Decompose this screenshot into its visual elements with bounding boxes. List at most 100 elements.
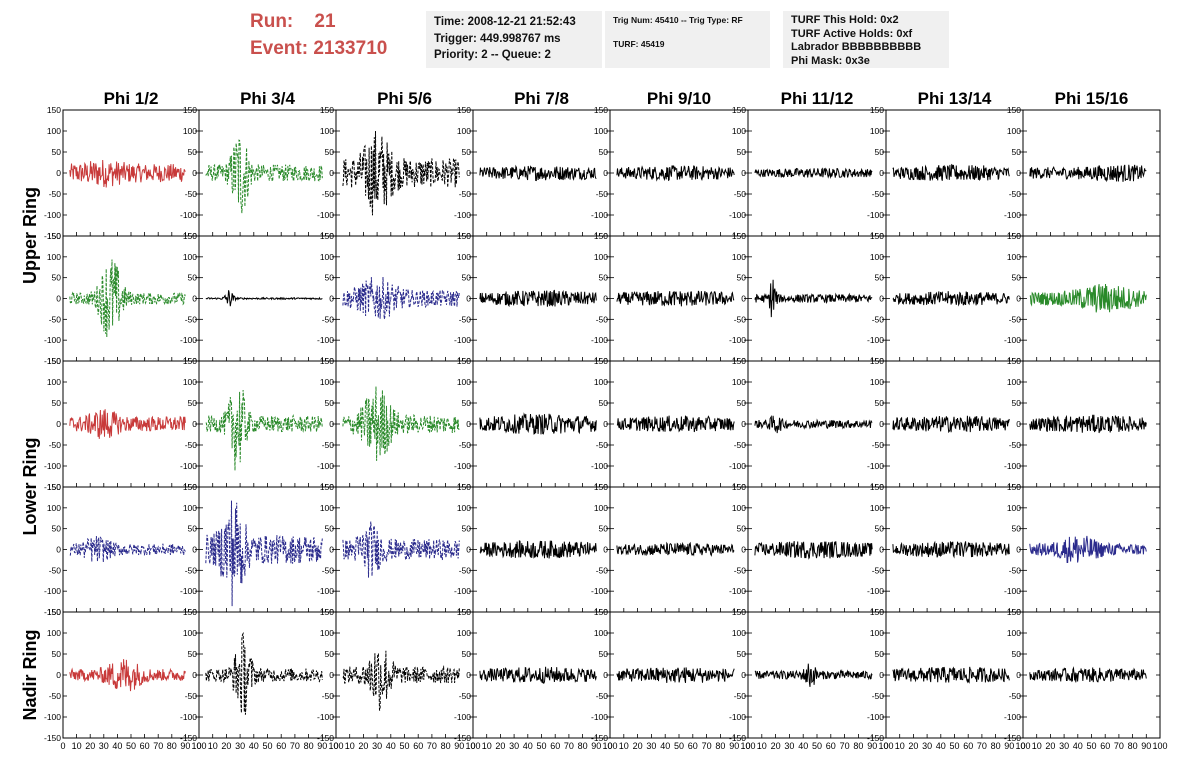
y-tick-label: -100 — [454, 210, 471, 220]
y-tick-label: -100 — [317, 712, 334, 722]
waveform-series — [616, 290, 735, 307]
y-tick-label: -50 — [872, 691, 885, 701]
x-tick-label: 40 — [1073, 741, 1083, 751]
column-title: Phi 5/6 — [377, 89, 432, 108]
x-tick-label: 90 — [729, 741, 739, 751]
y-tick-label: 50 — [599, 524, 609, 534]
x-tick-label: 80 — [441, 741, 451, 751]
x-tick-label: 0 — [196, 741, 201, 751]
x-tick-label: 70 — [290, 741, 300, 751]
y-tick-label: -100 — [44, 335, 61, 345]
x-tick-label: 60 — [140, 741, 150, 751]
event-label: Event: — [250, 38, 309, 59]
y-tick-label: -100 — [729, 335, 746, 345]
y-tick-label: 150 — [870, 482, 884, 492]
y-tick-label: 100 — [1007, 628, 1021, 638]
y-tick-label: 50 — [737, 273, 747, 283]
x-tick-label: 20 — [908, 741, 918, 751]
waveform-series — [754, 279, 873, 318]
y-tick-label: -50 — [322, 314, 335, 324]
y-tick-label: 150 — [870, 356, 884, 366]
y-tick-label: 50 — [875, 147, 885, 157]
y-tick-label: 150 — [320, 607, 334, 617]
y-tick-label: 50 — [52, 398, 62, 408]
x-tick-label: 50 — [812, 741, 822, 751]
y-tick-label: -100 — [1004, 335, 1021, 345]
y-tick-label: 150 — [594, 607, 608, 617]
y-tick-label: 100 — [870, 628, 884, 638]
x-tick-label: 0 — [60, 741, 65, 751]
waveform-series — [205, 631, 323, 715]
x-tick-label: 80 — [1128, 741, 1138, 751]
x-tick-label: 40 — [523, 741, 533, 751]
waveform-series — [616, 415, 735, 433]
x-tick-label: 100 — [1152, 741, 1167, 751]
y-tick-label: -150 — [44, 733, 61, 743]
y-tick-label: -50 — [322, 565, 335, 575]
y-tick-label: 150 — [47, 231, 61, 241]
y-tick-label: -50 — [1009, 189, 1022, 199]
y-tick-label: 150 — [1007, 607, 1021, 617]
waveform-series — [1029, 535, 1147, 563]
x-tick-label: 0 — [1020, 741, 1025, 751]
y-tick-label: -50 — [185, 691, 198, 701]
y-tick-label: 150 — [594, 231, 608, 241]
x-tick-label: 50 — [399, 741, 409, 751]
x-tick-label: 50 — [674, 741, 684, 751]
y-tick-label: 50 — [325, 524, 335, 534]
y-tick-label: 150 — [457, 356, 471, 366]
waveform-series — [754, 167, 873, 180]
phi-mask-text: Phi Mask: 0x3e — [791, 54, 870, 67]
x-tick-label: 100 — [602, 741, 617, 751]
y-tick-label: 150 — [320, 231, 334, 241]
y-tick-label: 50 — [875, 398, 885, 408]
y-tick-label: -50 — [322, 440, 335, 450]
waveform-series — [479, 412, 597, 435]
y-tick-label: 150 — [183, 105, 197, 115]
y-tick-label: -150 — [1004, 733, 1021, 743]
y-tick-label: 0 — [879, 545, 884, 555]
y-tick-label: -50 — [185, 565, 198, 575]
waveform-series — [69, 259, 186, 338]
waveform-series — [892, 163, 1010, 181]
y-tick-label: 100 — [320, 377, 334, 387]
x-tick-label: 70 — [977, 741, 987, 751]
waveform-series — [892, 540, 1010, 559]
waveform-series — [205, 500, 323, 607]
y-tick-label: 150 — [1007, 105, 1021, 115]
y-tick-label: 50 — [1012, 649, 1022, 659]
x-tick-label: 60 — [688, 741, 698, 751]
y-tick-label: -100 — [317, 210, 334, 220]
y-tick-label: 0 — [329, 545, 334, 555]
y-tick-label: 150 — [732, 607, 746, 617]
x-tick-label: 30 — [99, 741, 109, 751]
trig-num-text: Trig Num: 45410 -- Trig Type: RF — [613, 15, 743, 25]
y-tick-label: -100 — [180, 586, 197, 596]
y-tick-label: 150 — [870, 607, 884, 617]
y-tick-label: 100 — [732, 503, 746, 513]
y-tick-label: 150 — [1007, 356, 1021, 366]
y-tick-label: -50 — [459, 565, 472, 575]
y-tick-label: -100 — [867, 210, 884, 220]
y-tick-label: 100 — [183, 126, 197, 136]
y-tick-label: 100 — [732, 628, 746, 638]
x-tick-label: 20 — [771, 741, 781, 751]
y-tick-label: 50 — [325, 273, 335, 283]
x-tick-label: 20 — [85, 741, 95, 751]
x-tick-label: 30 — [235, 741, 245, 751]
y-tick-label: 150 — [47, 105, 61, 115]
turf-info-box: TURF This Hold: 0x2 TURF Active Holds: 0… — [783, 11, 949, 68]
y-tick-label: 0 — [603, 294, 608, 304]
y-tick-label: 50 — [462, 398, 472, 408]
y-tick-label: 150 — [1007, 482, 1021, 492]
y-tick-label: 0 — [603, 670, 608, 680]
y-tick-label: -50 — [596, 440, 609, 450]
y-tick-label: 50 — [462, 649, 472, 659]
y-tick-label: -150 — [867, 733, 884, 743]
x-tick-label: 40 — [112, 741, 122, 751]
y-tick-label: -100 — [729, 210, 746, 220]
x-tick-label: 90 — [591, 741, 601, 751]
y-tick-label: -100 — [180, 210, 197, 220]
y-tick-label: 0 — [329, 168, 334, 178]
